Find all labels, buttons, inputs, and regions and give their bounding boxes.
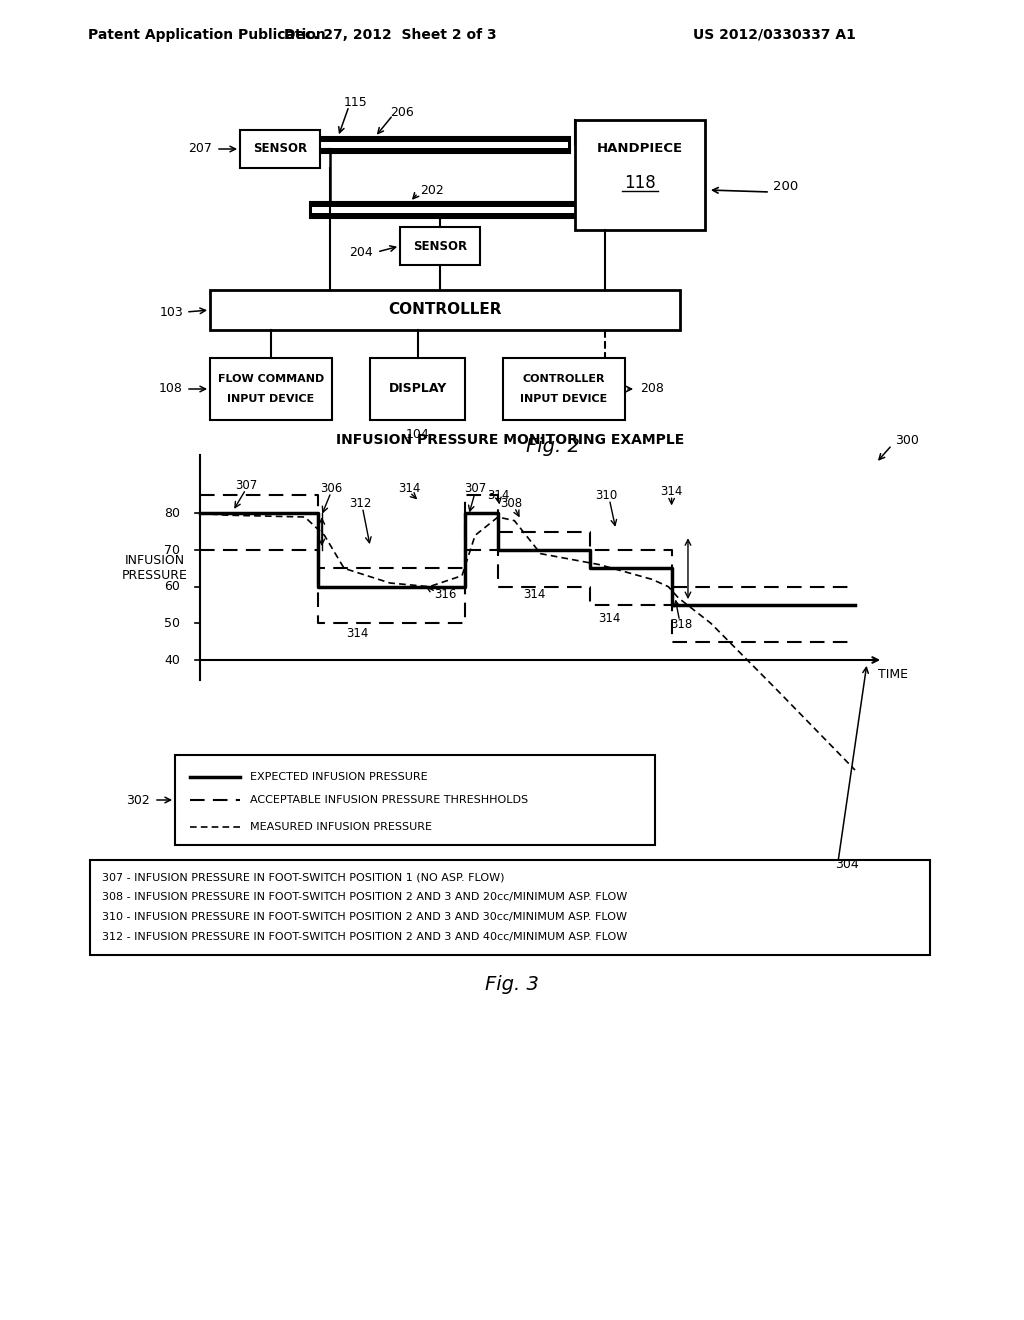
Text: FLOW COMMAND: FLOW COMMAND <box>218 374 325 384</box>
Text: Fig. 2: Fig. 2 <box>526 437 580 457</box>
Text: 314: 314 <box>398 482 421 495</box>
FancyBboxPatch shape <box>310 137 570 153</box>
Text: 310: 310 <box>595 488 617 502</box>
Text: CONTROLLER: CONTROLLER <box>388 302 502 318</box>
FancyBboxPatch shape <box>575 120 705 230</box>
Text: 308: 308 <box>500 496 522 510</box>
FancyBboxPatch shape <box>400 227 480 265</box>
Text: 70: 70 <box>164 544 180 557</box>
Text: SENSOR: SENSOR <box>413 239 467 252</box>
FancyBboxPatch shape <box>90 861 930 954</box>
Text: 202: 202 <box>420 183 443 197</box>
Text: 200: 200 <box>773 181 799 194</box>
Text: 307: 307 <box>234 479 257 492</box>
Text: 314: 314 <box>486 488 509 502</box>
Text: 40: 40 <box>164 653 180 667</box>
Text: CONTROLLER: CONTROLLER <box>522 374 605 384</box>
FancyBboxPatch shape <box>175 755 655 845</box>
FancyBboxPatch shape <box>503 358 625 420</box>
Text: Fig. 3: Fig. 3 <box>485 975 539 994</box>
Text: INPUT DEVICE: INPUT DEVICE <box>520 393 607 404</box>
Text: 50: 50 <box>164 616 180 630</box>
Text: TIME: TIME <box>878 668 908 681</box>
Text: 306: 306 <box>319 482 342 495</box>
Text: 115: 115 <box>344 95 368 108</box>
Text: EXPECTED INFUSION PRESSURE: EXPECTED INFUSION PRESSURE <box>250 772 428 781</box>
Text: 60: 60 <box>164 581 180 593</box>
Text: 207: 207 <box>188 143 212 156</box>
FancyBboxPatch shape <box>310 202 585 218</box>
Text: 108: 108 <box>159 383 183 396</box>
FancyBboxPatch shape <box>210 290 680 330</box>
FancyBboxPatch shape <box>240 129 319 168</box>
Text: INPUT DEVICE: INPUT DEVICE <box>227 393 314 404</box>
Text: 206: 206 <box>390 106 414 119</box>
Text: 302: 302 <box>126 793 150 807</box>
FancyBboxPatch shape <box>312 143 568 148</box>
Text: 300: 300 <box>895 433 919 446</box>
Text: ACCEPTABLE INFUSION PRESSURE THRESHHOLDS: ACCEPTABLE INFUSION PRESSURE THRESHHOLDS <box>250 795 528 805</box>
Text: Dec. 27, 2012  Sheet 2 of 3: Dec. 27, 2012 Sheet 2 of 3 <box>284 28 497 42</box>
Text: 314: 314 <box>660 484 683 498</box>
Text: SENSOR: SENSOR <box>253 143 307 156</box>
FancyBboxPatch shape <box>312 207 583 213</box>
Text: Patent Application Publication: Patent Application Publication <box>88 28 326 42</box>
Text: 308 - INFUSION PRESSURE IN FOOT-SWITCH POSITION 2 AND 3 AND 20cc/MINIMUM ASP. FL: 308 - INFUSION PRESSURE IN FOOT-SWITCH P… <box>102 892 628 902</box>
Text: 204: 204 <box>349 246 373 259</box>
Text: US 2012/0330337 A1: US 2012/0330337 A1 <box>693 28 856 42</box>
Text: HANDPIECE: HANDPIECE <box>597 141 683 154</box>
Text: MEASURED INFUSION PRESSURE: MEASURED INFUSION PRESSURE <box>250 822 432 832</box>
Text: 118: 118 <box>624 174 656 191</box>
Text: INFUSION
PRESSURE: INFUSION PRESSURE <box>122 554 188 582</box>
Text: 314: 314 <box>598 612 621 626</box>
Text: 318: 318 <box>671 618 692 631</box>
Text: 312: 312 <box>349 496 372 510</box>
Text: 312 - INFUSION PRESSURE IN FOOT-SWITCH POSITION 2 AND 3 AND 40cc/MINIMUM ASP. FL: 312 - INFUSION PRESSURE IN FOOT-SWITCH P… <box>102 932 628 942</box>
Text: 208: 208 <box>640 383 664 396</box>
Text: 103: 103 <box>160 305 183 318</box>
Text: 314: 314 <box>523 589 545 602</box>
Text: 307 - INFUSION PRESSURE IN FOOT-SWITCH POSITION 1 (NO ASP. FLOW): 307 - INFUSION PRESSURE IN FOOT-SWITCH P… <box>102 873 505 882</box>
Text: 307: 307 <box>464 482 486 495</box>
Text: 104: 104 <box>406 429 429 441</box>
FancyBboxPatch shape <box>370 358 465 420</box>
Text: INFUSION PRESSURE MONITORING EXAMPLE: INFUSION PRESSURE MONITORING EXAMPLE <box>336 433 684 447</box>
Text: 314: 314 <box>346 627 369 640</box>
Text: DISPLAY: DISPLAY <box>388 383 446 396</box>
Text: 304: 304 <box>835 858 859 871</box>
FancyBboxPatch shape <box>210 358 332 420</box>
Text: 310 - INFUSION PRESSURE IN FOOT-SWITCH POSITION 2 AND 3 AND 30cc/MINIMUM ASP. FL: 310 - INFUSION PRESSURE IN FOOT-SWITCH P… <box>102 912 627 921</box>
Text: 80: 80 <box>164 507 180 520</box>
Text: 316: 316 <box>434 589 457 601</box>
